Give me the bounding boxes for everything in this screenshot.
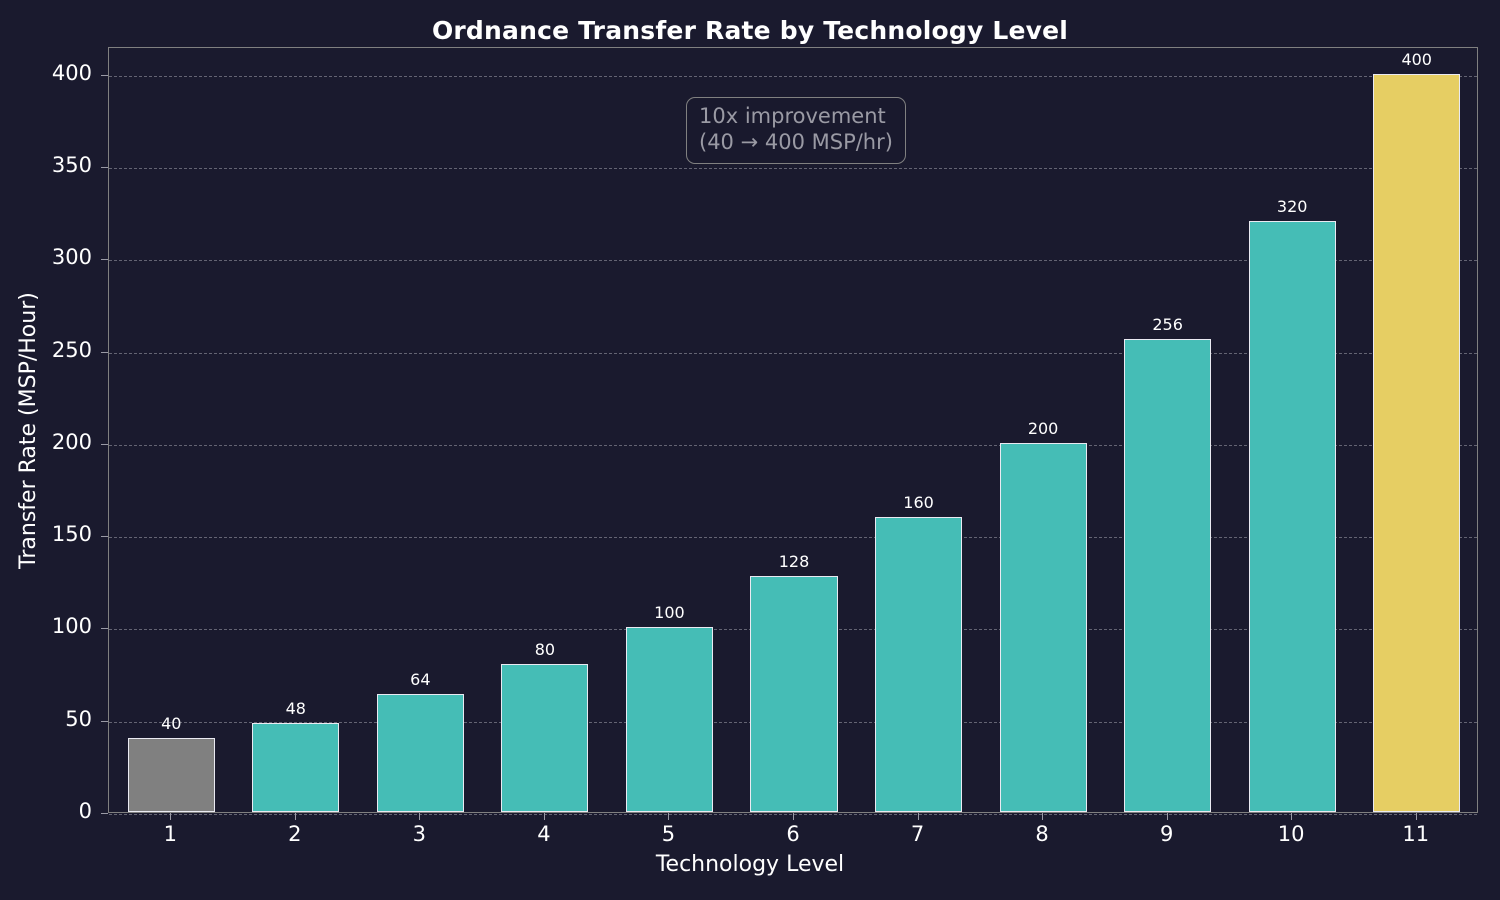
annotation-callout: 10x improvement (40 → 400 MSP/hr): [686, 97, 906, 165]
x-tick-mark: [793, 813, 794, 820]
y-tick-mark: [101, 443, 108, 445]
bar[interactable]: [127, 738, 215, 812]
bar-value-label: 128: [778, 551, 810, 571]
y-tick-mark: [101, 74, 108, 76]
x-tick-label: 11: [1402, 822, 1430, 846]
bar-value-label: 400: [1401, 49, 1432, 69]
bar[interactable]: [501, 664, 589, 812]
bar-value-label: 64: [410, 669, 431, 689]
x-tick-label: 2: [288, 822, 302, 846]
x-tick-label: 7: [910, 822, 925, 846]
bar-value-label: 48: [285, 699, 306, 719]
gridline: [109, 352, 1477, 354]
x-tick-mark: [1415, 813, 1417, 820]
y-tick-label: 250: [51, 337, 92, 362]
x-tick-label: 1: [163, 822, 177, 846]
bars-layer: 40 48 64 80 100 128 160 200 256 320 400: [109, 48, 1477, 812]
x-tick-label: 8: [1035, 822, 1049, 846]
y-tick-label: 50: [65, 706, 92, 731]
bar[interactable]: [625, 627, 714, 812]
x-tick-mark: [1291, 813, 1293, 820]
bar[interactable]: [1124, 339, 1212, 812]
bar[interactable]: [376, 693, 464, 812]
y-tick-label: 350: [51, 152, 92, 177]
y-tick-mark: [101, 813, 108, 814]
x-tick-label: 6: [786, 822, 800, 846]
chart-title: Ordnance Transfer Rate by Technology Lev…: [431, 16, 1069, 45]
bar-value-label: 80: [534, 640, 556, 660]
plot-area: 40 48 64 80 100 128 160 200 256 320 400: [108, 47, 1478, 815]
bar-value-label: 200: [1027, 418, 1059, 438]
bar[interactable]: [750, 575, 838, 812]
gridline: [109, 75, 1477, 77]
gridline: [109, 167, 1477, 169]
y-tick-mark: [101, 351, 108, 353]
y-tick-label: 200: [51, 429, 92, 454]
gridline: [109, 444, 1477, 446]
y-tick-mark: [101, 166, 108, 168]
x-axis-label: Technology Level: [655, 852, 845, 877]
x-tick-mark: [1042, 813, 1044, 820]
x-tick-label: 5: [661, 822, 676, 846]
y-tick-mark: [101, 720, 108, 722]
bar-value-label: 40: [161, 714, 182, 734]
x-tick-mark: [1166, 813, 1168, 820]
y-tick-label: 400: [51, 60, 92, 85]
bar[interactable]: [1248, 221, 1336, 812]
y-tick-label: 100: [51, 614, 92, 639]
y-tick-label: 0: [78, 799, 92, 823]
bar[interactable]: [999, 442, 1087, 812]
x-tick-mark: [170, 813, 172, 820]
x-tick-mark: [543, 813, 545, 820]
x-tick-label: 10: [1277, 822, 1305, 846]
x-tick-label: 9: [1159, 822, 1174, 846]
annotation-line-2: (40 → 400 MSP/hr): [699, 129, 893, 154]
y-tick-mark: [101, 259, 108, 261]
x-tick-mark: [668, 813, 670, 820]
x-tick-label: 3: [412, 822, 427, 846]
gridline: [109, 260, 1477, 262]
bar[interactable]: [252, 723, 340, 812]
x-tick-label: 4: [537, 822, 551, 846]
bar-value-label: 256: [1152, 315, 1183, 335]
y-tick-label: 150: [51, 522, 92, 547]
bar[interactable]: [1373, 73, 1461, 812]
y-tick-mark: [101, 536, 108, 538]
x-tick-mark: [419, 813, 421, 820]
y-tick-label: 300: [51, 245, 92, 270]
y-tick-mark: [101, 628, 108, 630]
x-tick-mark: [294, 813, 296, 820]
bar[interactable]: [874, 516, 963, 812]
gridline: [109, 537, 1477, 539]
bar-value-label: 100: [654, 603, 685, 623]
x-tick-mark: [917, 813, 919, 820]
bar-value-label: 320: [1276, 197, 1308, 217]
bar-value-label: 160: [903, 492, 934, 512]
annotation-line-1: 10x improvement: [699, 104, 886, 128]
